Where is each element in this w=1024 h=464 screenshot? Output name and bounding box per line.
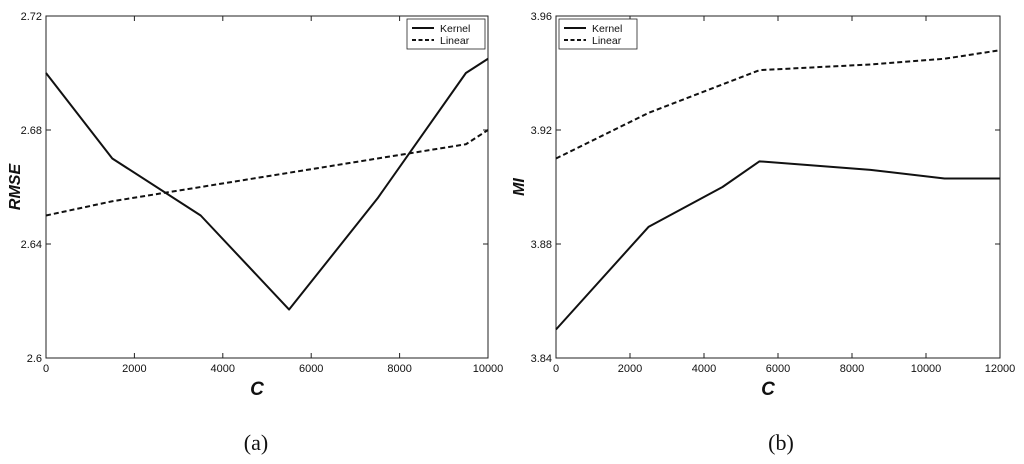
- x-tick-label: 6000: [766, 363, 790, 375]
- legend-box: [406, 18, 486, 50]
- x-tick-label: 0: [553, 363, 559, 375]
- y-axis-label: MI: [511, 178, 528, 196]
- y-tick-label: 3.92: [531, 125, 552, 137]
- figure-caption: (b): [768, 430, 794, 455]
- y-tick-label: 3.88: [531, 239, 552, 251]
- x-tick-label: 8000: [840, 363, 864, 375]
- y-tick-label: 2.64: [21, 239, 42, 251]
- y-tick-label: 2.6: [27, 353, 42, 365]
- series-line-kernel: [45, 57, 489, 311]
- series-line-kernel: [555, 160, 1000, 331]
- legend-label-kernel: Kernel: [592, 23, 622, 35]
- legend-label-kernel: Kernel: [440, 23, 470, 35]
- y-tick-label: 3.96: [531, 11, 552, 23]
- series-line-linear: [555, 49, 1001, 160]
- x-tick-label: 2000: [618, 363, 642, 375]
- x-tick-label: 12000: [985, 363, 1016, 375]
- figure-caption: (a): [244, 430, 268, 455]
- chart-a: 0 2000 4000 6000 8000 10000 2.6 2.64 2.68 2.72 C RM…: [7, 11, 503, 455]
- x-tick-label: 4000: [211, 363, 235, 375]
- x-tick-label: 2000: [122, 363, 146, 375]
- x-tick-label: 10000: [911, 363, 942, 375]
- x-tick-label: 8000: [387, 363, 411, 375]
- y-tick-label: 2.68: [21, 125, 42, 137]
- x-tick-label: 10000: [473, 363, 504, 375]
- x-tick-label: 6000: [299, 363, 323, 375]
- plot-frame: [45, 15, 489, 359]
- y-axis-label: RMSE: [7, 163, 24, 211]
- series-line-linear: [45, 129, 489, 217]
- chart-b: 0 2000 4000 6000 8000 10000 12000 3.84 3.88 3.92 3…: [511, 11, 1015, 455]
- x-axis-label: C: [761, 379, 775, 400]
- y-tick-label: 2.72: [21, 11, 42, 23]
- plot-frame: [555, 15, 1001, 359]
- x-tick-label: 0: [43, 363, 49, 375]
- x-axis-label: C: [250, 379, 264, 400]
- legend-box: [558, 18, 638, 50]
- y-tick-label: 3.84: [531, 353, 552, 365]
- x-tick-label: 4000: [692, 363, 716, 375]
- legend-label-linear: Linear: [440, 35, 470, 47]
- legend-label-linear: Linear: [592, 35, 622, 47]
